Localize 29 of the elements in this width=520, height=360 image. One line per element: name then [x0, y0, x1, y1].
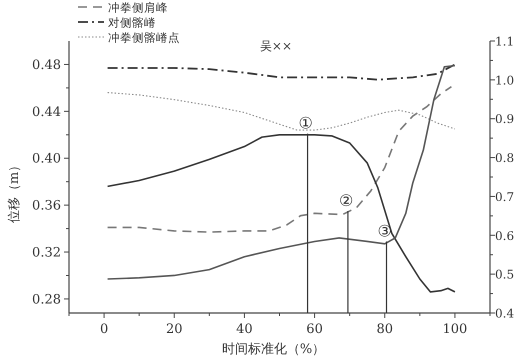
y2-tick-label: 0.9: [495, 112, 514, 126]
x-tick-label: 40: [236, 322, 253, 337]
annotation: ②: [338, 191, 353, 210]
x-axis-title: 时间标准化（%）: [222, 342, 326, 357]
x-tick-label: 20: [166, 322, 183, 337]
x-tick-label: 60: [306, 322, 323, 337]
y2-tick-label: 1.1: [495, 34, 514, 48]
y-tick-label: 0.44: [32, 104, 61, 120]
chart-title: 吴××: [260, 39, 292, 53]
y2-tick-label: 0.4: [495, 306, 514, 320]
y-tick-label: 0.48: [32, 58, 61, 73]
y2-tick-label: 1.0: [495, 73, 514, 88]
legend-label: 冲拳侧髂嵴点: [108, 30, 180, 44]
annotation: ①: [298, 114, 313, 133]
y-tick-label: 0.36: [32, 198, 61, 214]
y-tick-label: 0.32: [32, 246, 61, 261]
y2-tick-label: 0.7: [495, 190, 514, 204]
x-tick-label: 100: [442, 322, 468, 337]
annotation: ③: [378, 221, 392, 240]
y-tick-label: 0.28: [32, 292, 61, 308]
y-axis-title: 位移（m）: [7, 158, 22, 224]
x-tick-label: 0: [100, 322, 108, 337]
y2-tick-label: 0.6: [495, 228, 514, 243]
x-tick-label: 80: [376, 322, 394, 337]
legend-label: 对侧髂嵴: [108, 16, 156, 30]
y2-tick-label: 0.5: [495, 268, 514, 282]
legend-label: 冲拳侧肩峰: [108, 0, 168, 14]
y2-tick-label: 0.8: [495, 151, 514, 166]
y-tick-label: 0.40: [32, 152, 61, 167]
